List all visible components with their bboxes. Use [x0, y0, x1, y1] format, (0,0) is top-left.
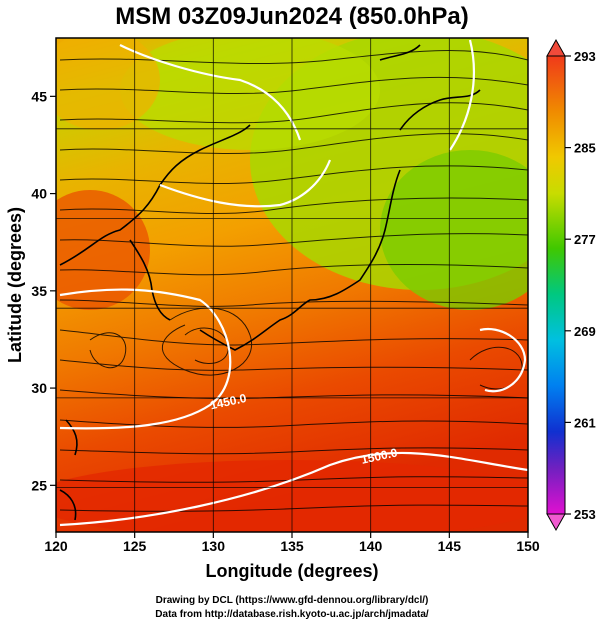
colorbar-tick-label: 269 — [574, 324, 596, 339]
y-tick-label: 25 — [31, 477, 47, 493]
x-tick-label: 120 — [44, 538, 68, 554]
green-region-far-east — [380, 150, 528, 310]
green-region-north — [120, 38, 380, 150]
x-axis-label: Longitude (degrees) — [205, 561, 378, 581]
colorbar-ticks: 293 285 277 269 261 253 — [565, 49, 596, 522]
x-axis-ticks: 120 125 130 135 140 145 150 — [44, 532, 540, 554]
figure-title: MSM 03Z09Jun2024 (850.0hPa) — [115, 3, 469, 30]
colorbar-tick-label: 261 — [574, 415, 596, 430]
y-axis-ticks: 25 30 35 40 45 — [31, 88, 56, 493]
colorbar-scale — [546, 55, 566, 515]
graticule-grid — [56, 38, 528, 532]
x-tick-label: 150 — [516, 538, 540, 554]
footer-data-source-line: Data from http://database.rish.kyoto-u.a… — [155, 609, 429, 620]
coastlines — [59, 44, 481, 521]
red-region-south — [56, 460, 528, 532]
y-tick-label: 30 — [31, 380, 47, 396]
footer-credit-line: Drawing by DCL (https://www.gfd-dennou.o… — [156, 595, 429, 606]
y-axis-label: Latitude (degrees) — [5, 207, 25, 363]
y-tick-label: 35 — [31, 283, 47, 299]
colorbar-tick-label: 277 — [574, 232, 596, 247]
x-tick-label: 140 — [359, 538, 383, 554]
colorbar-top-arrow — [546, 38, 566, 57]
colorbar-tick-label: 285 — [574, 141, 596, 156]
y-tick-label: 45 — [31, 88, 47, 104]
colorbar-tick-label: 293 — [574, 49, 596, 64]
colorbar-bottom-arrow — [546, 513, 566, 532]
orange-region-west — [56, 190, 150, 310]
streamlines — [59, 50, 528, 512]
x-tick-label: 145 — [438, 538, 462, 554]
y-tick-label: 40 — [31, 186, 47, 202]
x-tick-label: 130 — [202, 538, 226, 554]
contour-lines — [59, 39, 528, 527]
colorbar-tick-label: 253 — [574, 507, 596, 522]
yellow-region-northwest — [56, 38, 160, 130]
x-tick-label: 125 — [123, 538, 147, 554]
colorbar: 293 285 277 269 261 253 — [546, 38, 596, 532]
x-tick-label: 135 — [280, 538, 304, 554]
